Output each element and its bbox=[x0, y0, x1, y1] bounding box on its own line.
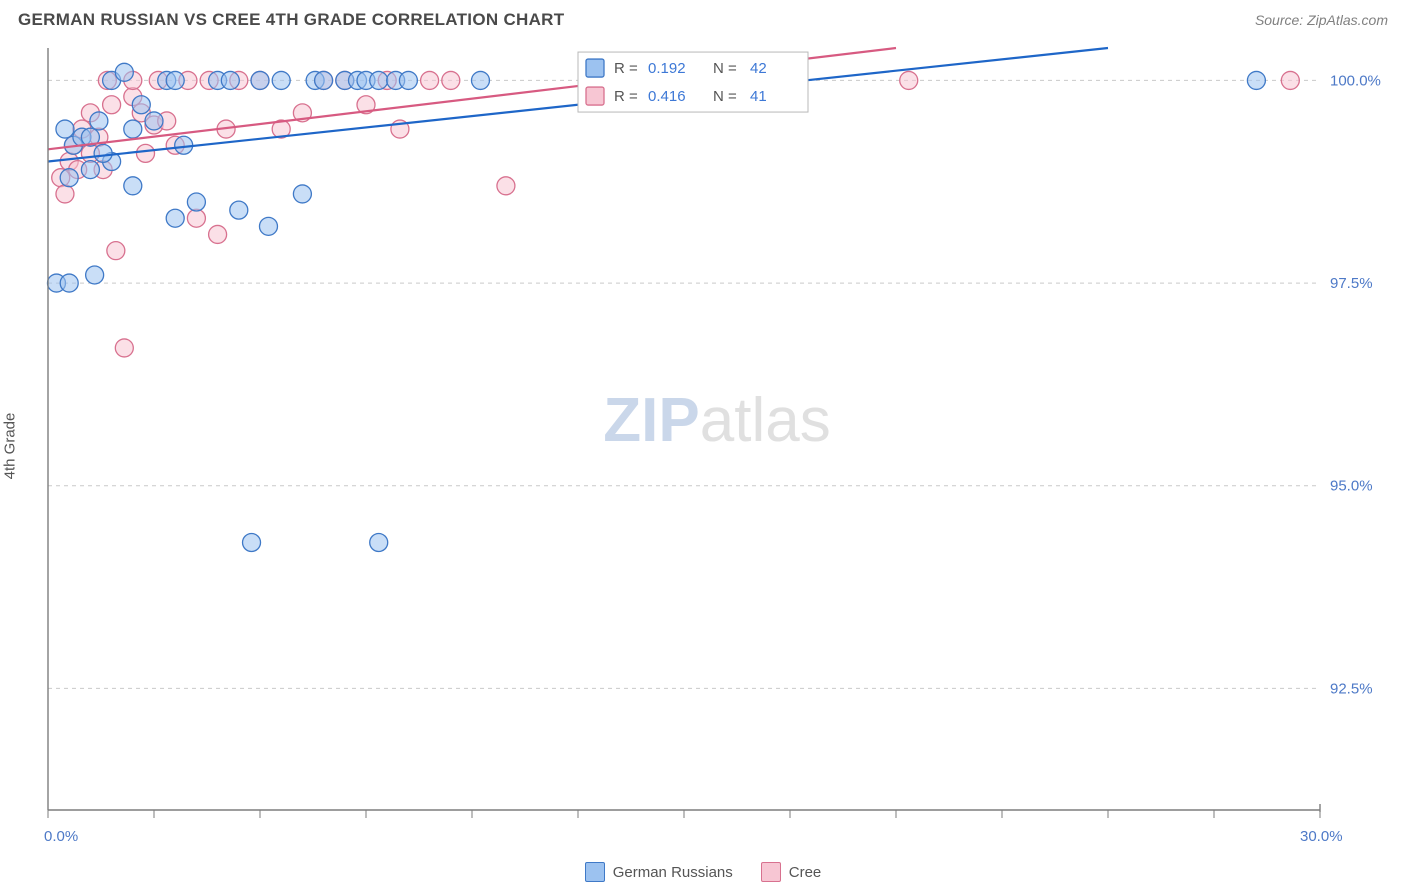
svg-text:97.5%: 97.5% bbox=[1330, 275, 1373, 292]
legend-swatch-a bbox=[585, 862, 605, 882]
svg-text:ZIPatlas: ZIPatlas bbox=[603, 386, 830, 455]
svg-text:R =: R = bbox=[614, 88, 638, 105]
chart-header: GERMAN RUSSIAN VS CREE 4TH GRADE CORRELA… bbox=[0, 0, 1406, 34]
x-axis-start-label: 0.0% bbox=[44, 828, 78, 845]
chart-source: Source: ZipAtlas.com bbox=[1255, 12, 1388, 28]
svg-text:N =: N = bbox=[713, 88, 737, 105]
bottom-legend: German Russians Cree bbox=[0, 862, 1406, 882]
legend-item-b: Cree bbox=[761, 862, 822, 882]
svg-text:N =: N = bbox=[713, 60, 737, 77]
svg-text:42: 42 bbox=[750, 60, 767, 77]
legend-label-b: Cree bbox=[789, 864, 822, 881]
svg-text:R =: R = bbox=[614, 60, 638, 77]
chart-title: GERMAN RUSSIAN VS CREE 4TH GRADE CORRELA… bbox=[18, 10, 564, 30]
x-axis-end-label: 30.0% bbox=[1300, 828, 1343, 845]
svg-text:92.5%: 92.5% bbox=[1330, 680, 1373, 697]
legend-swatch-b bbox=[761, 862, 781, 882]
legend-label-a: German Russians bbox=[613, 864, 733, 881]
scatter-chart-svg: 92.5% 95.0% 97.5% 100.0% ZIPatlas R = 0.192 N =… bbox=[46, 46, 1388, 836]
svg-text:95.0%: 95.0% bbox=[1330, 478, 1373, 495]
legend-item-a: German Russians bbox=[585, 862, 733, 882]
y-axis-label: 4th Grade bbox=[2, 413, 19, 480]
chart-area: 92.5% 95.0% 97.5% 100.0% ZIPatlas R = 0.192 N =… bbox=[46, 46, 1388, 836]
svg-text:100.0%: 100.0% bbox=[1330, 72, 1381, 89]
svg-text:0.416: 0.416 bbox=[648, 88, 686, 105]
svg-text:0.192: 0.192 bbox=[648, 60, 686, 77]
svg-text:41: 41 bbox=[750, 88, 767, 105]
